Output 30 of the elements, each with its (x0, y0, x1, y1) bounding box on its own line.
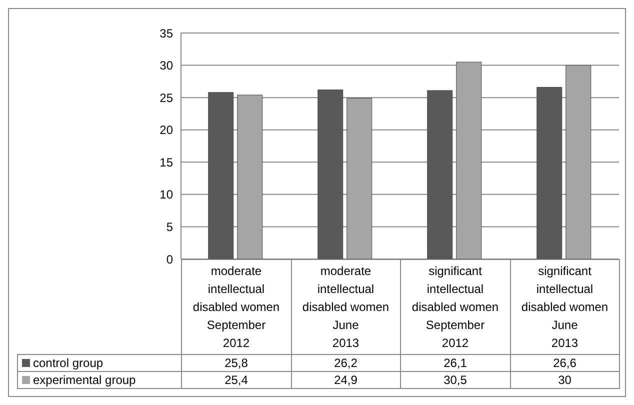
y-tick-label: 30 (160, 58, 174, 73)
y-tick-label: 10 (160, 188, 174, 202)
data-label: 25,4 (182, 372, 291, 388)
bar (346, 98, 372, 259)
y-tick-label: 20 (160, 123, 174, 138)
legend-label: control group (18, 354, 182, 372)
data-label: 26,2 (291, 354, 400, 372)
bar (566, 65, 592, 259)
x-tick-label: significant intellectual disabled women June 2013 (510, 260, 620, 354)
data-label: 26,1 (400, 354, 510, 372)
bar (208, 92, 234, 259)
data-label: 25,8 (182, 354, 291, 372)
legend-label: experimental group (18, 372, 182, 388)
bar (237, 94, 263, 259)
y-tick-label: 25 (160, 90, 174, 105)
bar (456, 62, 482, 259)
data-label: 24,9 (291, 372, 400, 388)
bar (427, 90, 453, 259)
x-tick-label: significant intellectual disabled women September 2012 (400, 260, 510, 354)
bar (536, 86, 562, 259)
data-label: 30,5 (400, 372, 510, 388)
x-tick-label: moderate intellectual disabled women June 2013 (291, 260, 400, 354)
y-tick-label: 15 (160, 155, 174, 170)
y-tick-label: 5 (166, 220, 174, 234)
y-tick-label: 35 (160, 26, 174, 40)
x-tick-label: moderate intellectual disabled women September 2012 (182, 260, 291, 354)
data-label: 26,6 (510, 354, 620, 372)
data-label: 30 (510, 372, 620, 388)
bar (318, 90, 344, 259)
y-tick-label: 0 (166, 252, 174, 266)
